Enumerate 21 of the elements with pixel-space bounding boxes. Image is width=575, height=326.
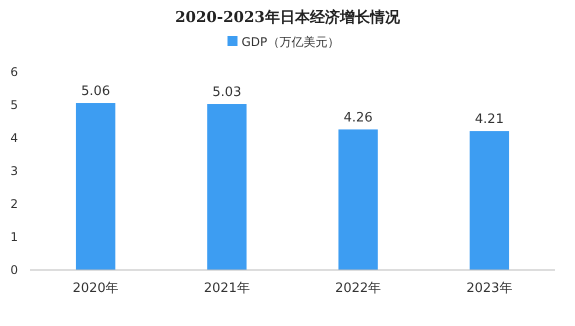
- x-tick-label: 2021年: [204, 281, 250, 296]
- y-tick-label: 3: [10, 164, 18, 178]
- bar: [470, 131, 510, 270]
- x-tick-label: 2022年: [335, 281, 382, 296]
- data-label: 5.06: [81, 84, 110, 100]
- y-tick-label: 5: [10, 98, 18, 112]
- y-tick-label: 0: [10, 263, 18, 277]
- bar: [76, 103, 116, 270]
- bar: [338, 129, 378, 270]
- bar: [207, 104, 247, 270]
- data-label: 4.26: [344, 110, 373, 126]
- y-tick-label: 6: [10, 65, 18, 79]
- y-tick-label: 4: [10, 131, 18, 145]
- x-tick-label: 2023年: [466, 281, 512, 296]
- x-tick-label: 2020年: [72, 281, 119, 296]
- data-label: 4.21: [474, 112, 504, 128]
- y-tick-label: 2: [10, 197, 18, 211]
- chart-title: 2020-2023年日本经济增长情况: [175, 8, 401, 26]
- data-label: 5.03: [212, 85, 242, 100]
- legend-label: GDP（万亿美元）: [242, 35, 340, 49]
- y-tick-label: 1: [10, 230, 18, 244]
